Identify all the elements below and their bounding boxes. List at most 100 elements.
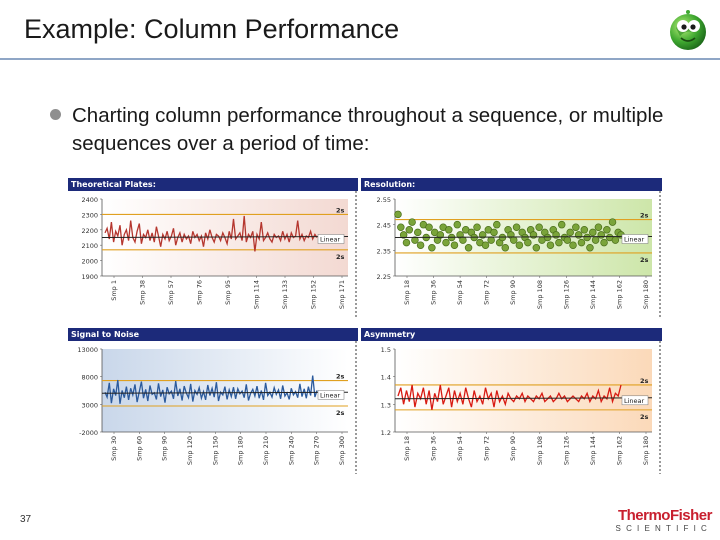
data-point xyxy=(546,241,555,249)
x-tick-label: Smp 38 xyxy=(139,280,147,305)
x-tick-label: Smp 18 xyxy=(403,436,411,461)
series-line xyxy=(104,215,318,252)
trend-line xyxy=(394,236,653,238)
data-point xyxy=(453,220,462,229)
chart-resolution: Resolution: 2.55 2.45 2.35 2.25 2s 2s Linear Sm… xyxy=(361,178,662,318)
data-point xyxy=(402,238,411,247)
x-tick-label: Smp 72 xyxy=(483,280,491,305)
x-tick-label: Smp 133 xyxy=(281,280,289,309)
data-point xyxy=(603,226,611,234)
y-tick-label: -2000 xyxy=(79,429,98,437)
chart-plot: 2.55 2.45 2.35 2.25 2s 2s Linear Smp 18 Smp 36 Sm… xyxy=(361,191,662,318)
x-tick-label: Smp 108 xyxy=(536,436,544,465)
x-tick-label: Smp 108 xyxy=(536,280,544,309)
data-point xyxy=(515,241,524,249)
x-tick-label: Smp 162 xyxy=(615,436,623,465)
chart-title: Resolution: xyxy=(361,178,662,191)
y-tick-label: 13000 xyxy=(77,346,98,354)
data-point xyxy=(411,236,419,244)
x-tick-label: Smp 60 xyxy=(135,436,143,461)
data-point xyxy=(600,238,608,247)
data-point xyxy=(408,218,416,226)
x-tick-label: Smp 240 xyxy=(287,436,295,465)
thermofisher-logo: ThermoFisher SCIENTIFIC xyxy=(608,507,713,534)
x-tick-label: Smp 114 xyxy=(253,280,261,309)
data-point xyxy=(428,244,436,252)
x-tick-label: Smp 120 xyxy=(186,436,194,465)
data-point xyxy=(450,241,459,249)
data-point xyxy=(608,218,617,226)
data-point xyxy=(481,241,490,249)
x-tick-label: Smp 36 xyxy=(430,280,438,305)
trend-label: Linear xyxy=(624,397,645,405)
title-divider xyxy=(0,58,720,60)
x-tick-label: Smp 150 xyxy=(211,436,219,465)
y-tick-label: 2400 xyxy=(81,196,98,204)
y-tick-label: 1900 xyxy=(81,273,98,281)
upper-limit-label: 2s xyxy=(640,212,649,220)
globe-mascot-icon xyxy=(670,10,706,50)
logo-sub-text: SCIENTIFIC xyxy=(615,524,712,533)
x-tick-label: Smp 54 xyxy=(456,436,464,461)
x-tick-label: Smp 30 xyxy=(110,436,118,461)
chart-asymmetry: Asymmetry 1.5 1.4 1.3 1.2 2s 2s Linear Smp 18 Sm… xyxy=(361,328,662,474)
x-tick-label: Smp 76 xyxy=(196,280,204,305)
data-point xyxy=(464,244,473,252)
logo-main-text: ThermoFisher xyxy=(617,507,713,524)
data-point xyxy=(535,223,543,231)
page-number: 37 xyxy=(20,514,32,525)
trend-line xyxy=(394,397,653,400)
x-tick-label: Smp 126 xyxy=(562,280,570,309)
trend-label: Linear xyxy=(320,236,341,244)
chart-title: Theoretical Plates: xyxy=(68,178,358,191)
chart-plot: 1.5 1.4 1.3 1.2 2s 2s Linear Smp 18 Smp 36 Smp 54… xyxy=(361,341,662,474)
y-tick-label: 1.3 xyxy=(381,401,391,409)
data-point xyxy=(589,228,597,237)
data-point xyxy=(397,223,405,231)
x-tick-label: Smp 144 xyxy=(589,436,597,465)
chart-signal-to-noise: Signal to Noise 13000 8000 3000 -2000 2s 2s Li… xyxy=(68,328,358,474)
x-tick-label: Smp 36 xyxy=(430,436,438,461)
y-tick-label: 2.45 xyxy=(377,222,391,230)
data-point xyxy=(478,231,487,239)
x-tick-label: Smp 180 xyxy=(642,436,650,465)
data-point xyxy=(425,223,433,231)
data-point xyxy=(577,238,586,247)
upper-limit-label: 2s xyxy=(336,373,345,381)
x-tick-label: Smp 54 xyxy=(456,280,464,305)
data-point xyxy=(436,231,445,239)
control-charts-grid: Theoretical Plates: 2400 2300 2200 2100 2000… xyxy=(68,178,662,474)
x-tick-label: Smp 90 xyxy=(161,436,169,461)
upper-limit-label: 2s xyxy=(336,206,345,214)
bullet-text: Charting column performance throughout a… xyxy=(72,104,664,155)
data-point xyxy=(532,244,541,252)
x-tick-label: Smp 1 xyxy=(110,280,118,301)
trend-line xyxy=(101,391,349,394)
x-tick-label: Smp 300 xyxy=(338,436,346,465)
trend-label-box xyxy=(317,234,345,244)
plot-area xyxy=(395,349,652,432)
data-point xyxy=(416,241,425,249)
y-tick-label: 1.5 xyxy=(381,346,391,354)
data-point xyxy=(557,220,566,229)
lower-limit-label: 2s xyxy=(640,413,649,421)
y-tick-label: 2200 xyxy=(81,227,98,235)
data-point xyxy=(442,238,450,247)
data-point xyxy=(611,236,620,244)
x-tick-label: Smp 162 xyxy=(615,280,623,309)
data-point xyxy=(583,233,591,242)
y-tick-label: 1.2 xyxy=(381,429,391,437)
data-point xyxy=(487,236,495,244)
lower-limit-label: 2s xyxy=(336,253,345,261)
data-point xyxy=(445,226,453,234)
data-point xyxy=(572,223,580,231)
x-tick-label: Smp 180 xyxy=(642,280,650,309)
y-tick-label: 2.35 xyxy=(377,247,391,255)
x-tick-label: Smp 90 xyxy=(509,280,517,305)
chart-title: Signal to Noise xyxy=(68,328,358,341)
data-point xyxy=(580,226,589,234)
x-tick-label: Smp 210 xyxy=(262,436,270,465)
trend-label-box xyxy=(621,234,649,244)
data-point xyxy=(493,220,501,229)
data-point xyxy=(509,236,518,244)
